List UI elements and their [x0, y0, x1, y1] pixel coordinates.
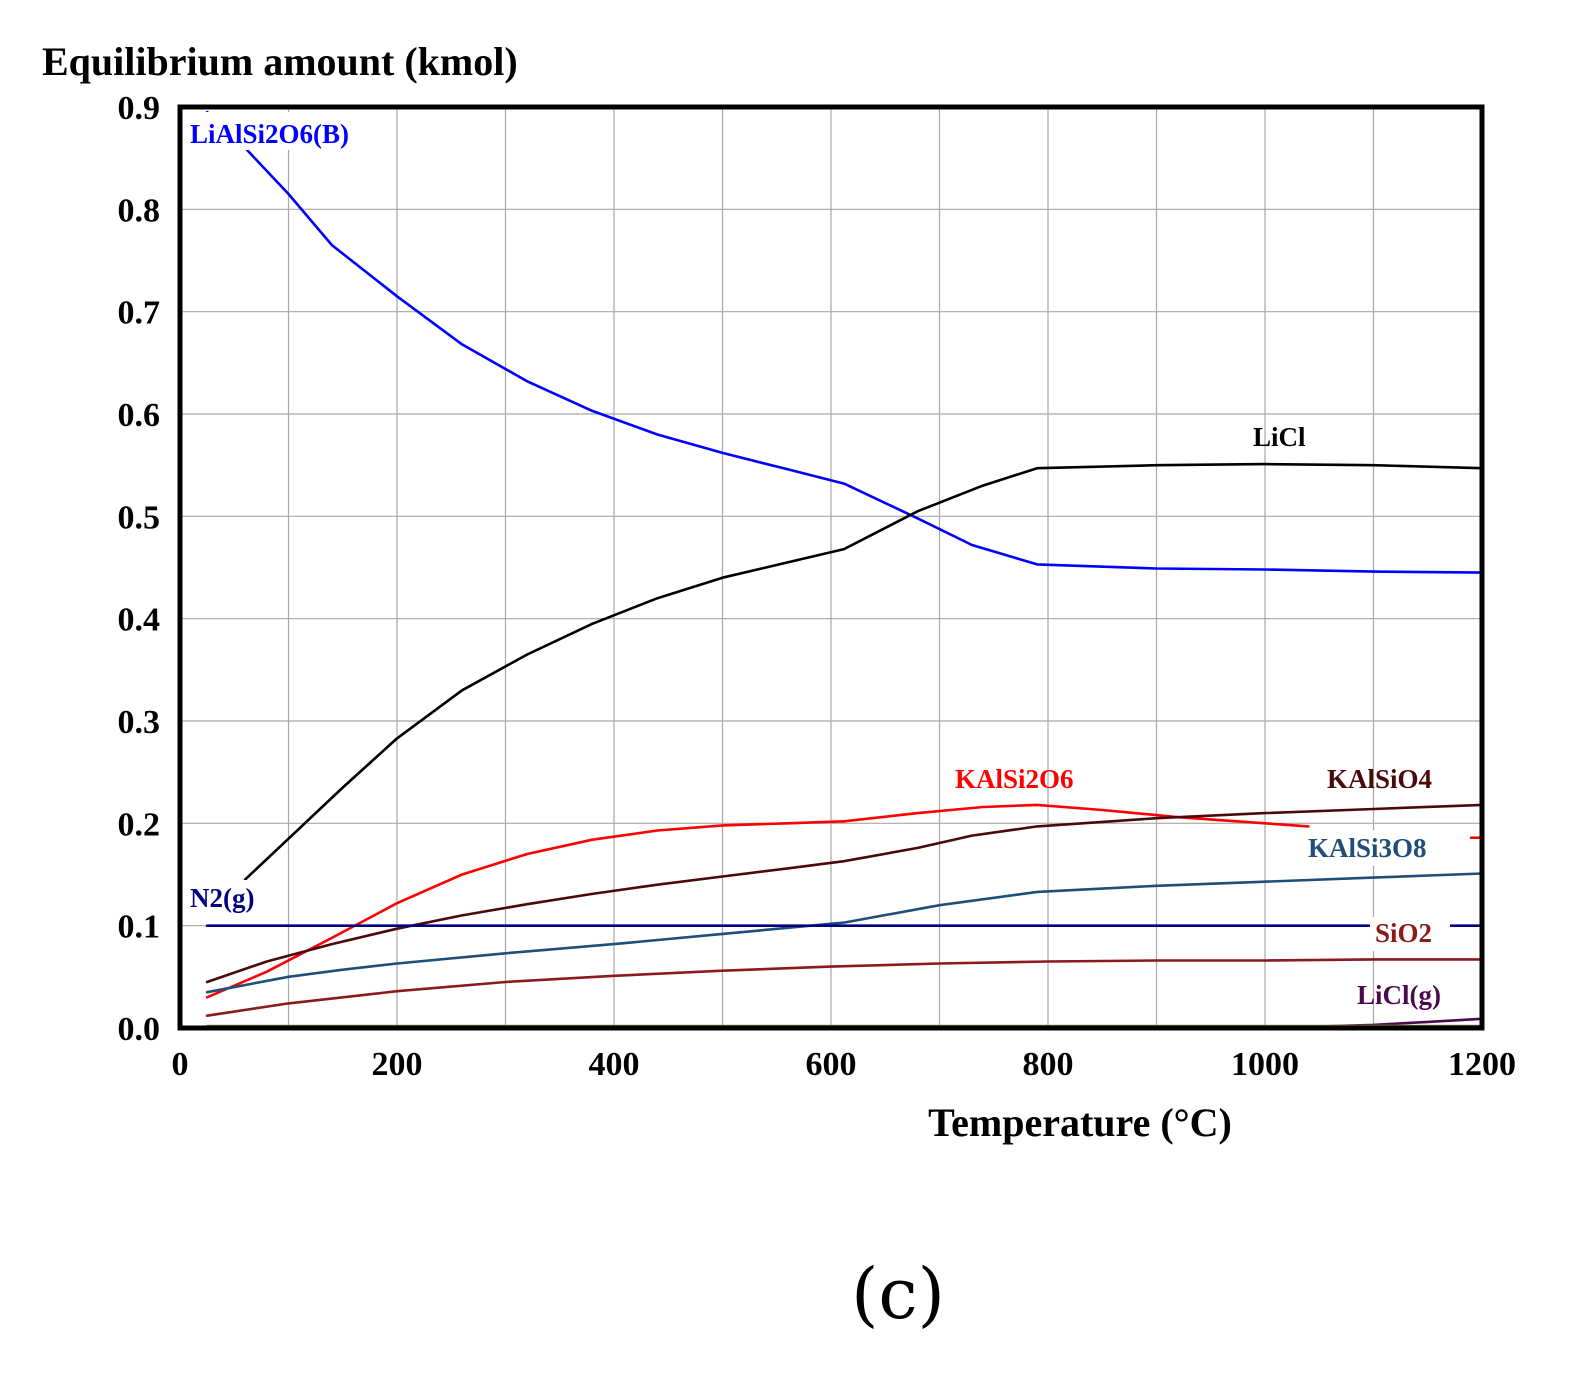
- series-labels: LiAlSi2O6(B) LiCl KAlSi2O6 KAlSi3O8 KAlS…: [183, 112, 1462, 1010]
- label-sio2: SiO2: [1375, 918, 1432, 948]
- x-tick-label: 1200: [1448, 1046, 1516, 1083]
- x-tick-label: 600: [806, 1046, 857, 1083]
- x-tick-label: 1000: [1231, 1046, 1299, 1083]
- axis-ticks: 0 200 400 600 800 1000 1200 0.0 0.1 0.2 0.3 0.4 0.5 0…: [118, 90, 1517, 1083]
- label-kalsi2o6: KAlSi2O6: [955, 764, 1074, 794]
- y-axis-title: Equilibrium amount (kmol): [42, 39, 518, 84]
- label-kalsi3o8: KAlSi3O8: [1308, 833, 1427, 863]
- series-line-sio2: [205, 958, 1484, 1018]
- series-line-kalsio4: [205, 803, 1484, 984]
- series-line-kalsi2o6: [205, 803, 1310, 999]
- y-tick-label: 0.6: [118, 397, 161, 434]
- panel-label: (c): [851, 1253, 945, 1335]
- x-tick-label: 400: [589, 1046, 640, 1083]
- y-tick-label: 0.9: [118, 90, 161, 127]
- label-background-lialsi2o6: [183, 112, 395, 150]
- y-tick-label: 0.1: [118, 909, 161, 946]
- label-n2g: N2(g): [190, 883, 254, 913]
- y-tick-label: 0.8: [118, 192, 161, 229]
- series-line-licl: [243, 462, 1484, 881]
- y-tick-label: 0.5: [118, 499, 161, 536]
- label-background-sio2: [1370, 917, 1450, 951]
- label-background-n2g: [186, 880, 272, 916]
- label-kalsio4: KAlSiO4: [1327, 764, 1432, 794]
- y-tick-label: 0.4: [118, 602, 161, 639]
- y-tick-label: 0.3: [118, 704, 161, 741]
- x-tick-label: 200: [372, 1046, 423, 1083]
- y-tick-label: 0.2: [118, 806, 161, 843]
- series-line-kalsi3o8: [205, 872, 1484, 994]
- x-tick-label: 800: [1023, 1046, 1074, 1083]
- x-axis-title: Temperature (°C): [928, 1100, 1232, 1145]
- x-tick-label: 0: [172, 1046, 189, 1083]
- label-background-kalsi3o8: [1302, 830, 1462, 866]
- label-licl: LiCl: [1253, 422, 1306, 452]
- y-tick-label: 0.0: [118, 1011, 161, 1048]
- label-lialsi2o6-b: LiAlSi2O6(B): [190, 119, 349, 149]
- label-licl-g: LiCl(g): [1357, 980, 1441, 1010]
- series-line-lialsi2o6-b: [205, 110, 1484, 574]
- y-tick-label: 0.7: [118, 295, 161, 332]
- plot-frame: [177, 104, 1485, 1031]
